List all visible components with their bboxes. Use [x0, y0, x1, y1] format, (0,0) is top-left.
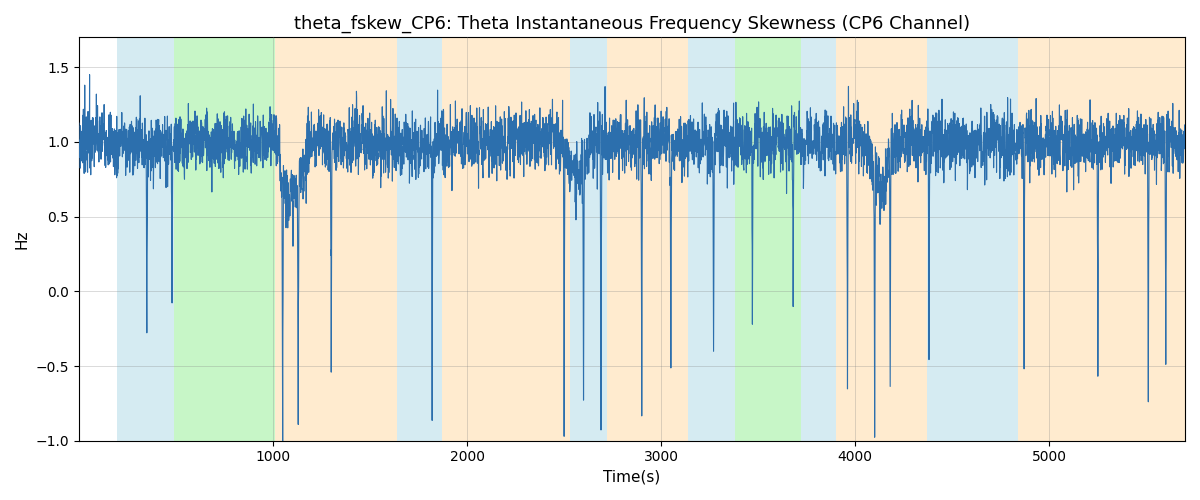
Bar: [397, 38, 442, 440]
Bar: [734, 38, 800, 440]
Bar: [607, 38, 689, 440]
Bar: [800, 38, 835, 440]
Bar: [926, 38, 1018, 440]
Bar: [442, 38, 570, 440]
Bar: [116, 38, 174, 440]
Bar: [689, 38, 734, 440]
Y-axis label: Hz: Hz: [14, 230, 30, 249]
Bar: [835, 38, 926, 440]
Bar: [174, 38, 275, 440]
X-axis label: Time(s): Time(s): [604, 470, 660, 485]
Bar: [570, 38, 607, 440]
Title: theta_fskew_CP6: Theta Instantaneous Frequency Skewness (CP6 Channel): theta_fskew_CP6: Theta Instantaneous Fre…: [294, 15, 970, 34]
Bar: [275, 38, 397, 440]
Bar: [1018, 38, 1186, 440]
